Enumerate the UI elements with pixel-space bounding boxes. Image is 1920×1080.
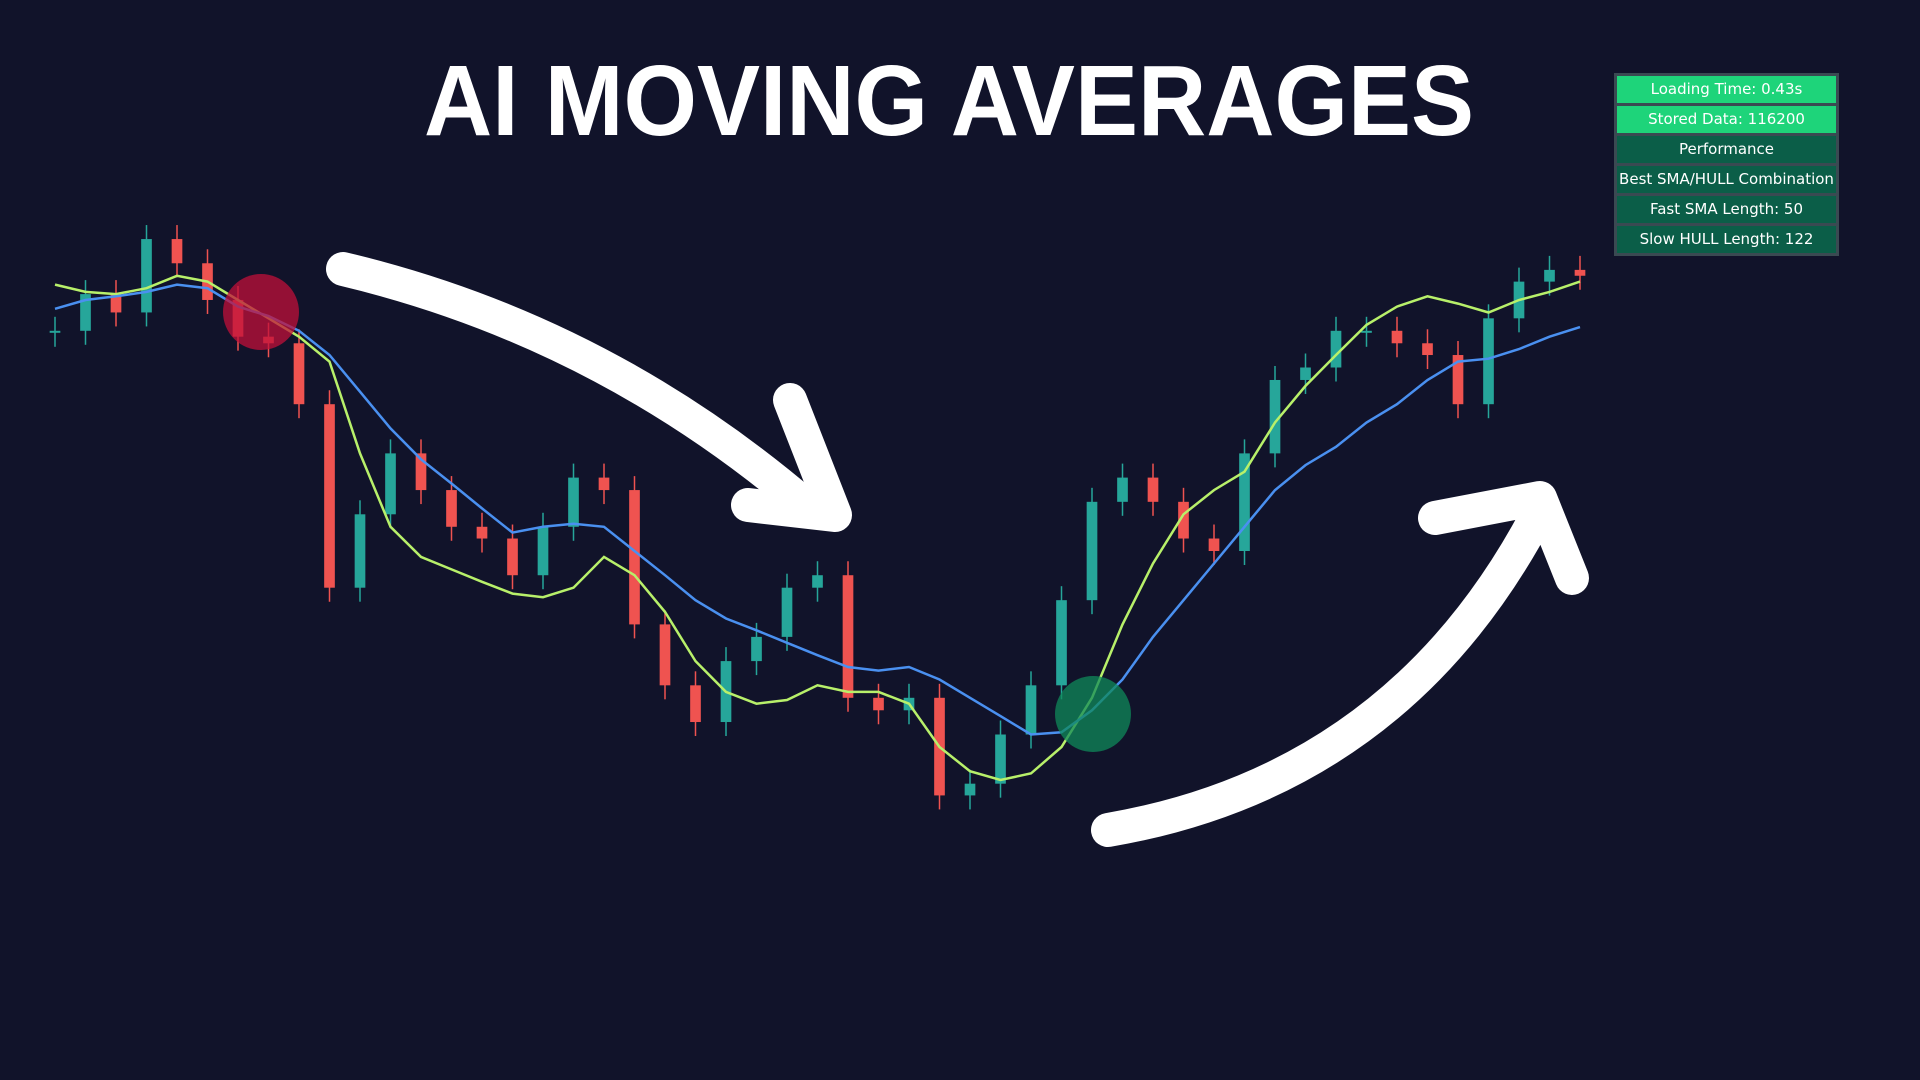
candle [1178, 501, 1189, 539]
candle [1300, 367, 1311, 380]
candle [1086, 501, 1098, 601]
candle [659, 624, 671, 686]
candle [1330, 330, 1342, 368]
candle [1574, 269, 1586, 276]
candle [964, 783, 976, 796]
down-arrow [326, 252, 822, 522]
up-arrow [1091, 493, 1557, 847]
down-arrow-head [731, 383, 852, 532]
candle [1147, 477, 1159, 502]
candle [415, 453, 427, 491]
buy-signal [1055, 676, 1131, 752]
candle [1483, 318, 1494, 405]
ma-line [54, 274, 1581, 782]
candle [80, 294, 91, 331]
candle [1361, 330, 1372, 333]
candle [293, 343, 305, 405]
candle [110, 294, 122, 313]
chart-title: AI MOVING AVERAGES [424, 45, 1474, 157]
candle [1452, 355, 1464, 405]
candle [507, 538, 518, 576]
candle [690, 685, 701, 723]
candle [354, 514, 366, 588]
panel-row: Performance [1617, 136, 1836, 163]
candle [995, 734, 1006, 784]
panel-row: Fast SMA Length: 50 [1617, 196, 1836, 223]
up-arrow-head [1418, 481, 1589, 595]
candle [873, 697, 884, 711]
candle [842, 575, 854, 698]
candle [49, 330, 61, 333]
ma-line [54, 283, 1581, 736]
candle [598, 477, 610, 491]
info-panel: Loading Time: 0.43s Stored Data: 116200 … [1614, 73, 1839, 256]
candle [446, 490, 457, 527]
candle [1208, 538, 1220, 551]
candle [1025, 685, 1037, 735]
candle [1269, 379, 1281, 454]
candle [568, 477, 579, 527]
candle [171, 239, 183, 264]
arrows [326, 252, 1589, 847]
panel-row: Slow HULL Length: 122 [1617, 226, 1836, 253]
candle [476, 526, 488, 539]
candle [1117, 477, 1128, 502]
candle [1056, 600, 1067, 686]
panel-row: Best SMA/HULL Combination [1617, 166, 1836, 193]
candle [781, 587, 793, 637]
sell-signal [223, 274, 299, 350]
candle [537, 526, 549, 576]
candle [629, 490, 640, 625]
candle [1391, 330, 1403, 344]
candle [385, 453, 396, 515]
candle [751, 636, 762, 662]
candle [324, 404, 335, 588]
candle [812, 575, 823, 588]
candle [1422, 343, 1433, 356]
candle [1239, 453, 1250, 551]
panel-row: Loading Time: 0.43s [1617, 76, 1836, 103]
plot [49, 225, 1586, 810]
candle [141, 239, 152, 313]
candle [1544, 269, 1555, 282]
panel-row: Stored Data: 116200 [1617, 106, 1836, 133]
